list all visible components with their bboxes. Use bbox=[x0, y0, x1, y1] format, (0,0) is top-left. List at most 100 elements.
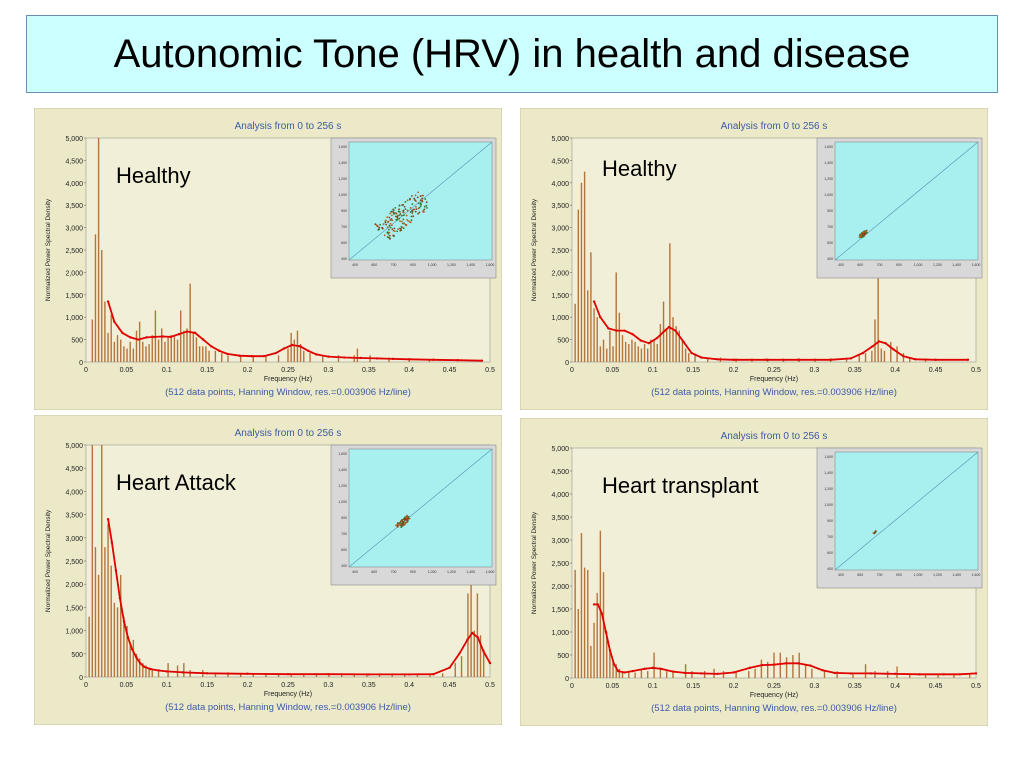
x-tick-label: 0.3 bbox=[324, 682, 334, 689]
curve-point bbox=[902, 354, 905, 358]
spectrum-bar bbox=[104, 301, 106, 362]
curve-point bbox=[892, 348, 895, 351]
poincare-point bbox=[408, 517, 411, 520]
curve-point bbox=[760, 663, 764, 667]
spectrum-bar bbox=[609, 330, 611, 362]
y-tick-label: 2,000 bbox=[65, 270, 83, 277]
curve-point bbox=[226, 352, 229, 356]
inset-y-tick: 1,000 bbox=[824, 503, 833, 507]
x-tick-label: 0.5 bbox=[971, 367, 981, 374]
spectrum-bar bbox=[454, 663, 456, 677]
spectrum-bar bbox=[896, 666, 898, 678]
curve-point bbox=[655, 337, 659, 340]
y-tick-label: 4,500 bbox=[65, 158, 83, 165]
spectrum-bar bbox=[388, 357, 390, 362]
poincare-point bbox=[419, 195, 422, 198]
x-tick-label: 0.05 bbox=[120, 367, 134, 374]
y-tick-label: 5,000 bbox=[551, 136, 569, 143]
condition-label: Heart Attack bbox=[116, 470, 237, 495]
spectrum-bar bbox=[890, 341, 892, 362]
poincare-point bbox=[421, 197, 424, 200]
spectrum-bar bbox=[205, 346, 207, 362]
spectrum-bar bbox=[760, 659, 763, 678]
poincare-point bbox=[385, 223, 388, 226]
spectrum-bar bbox=[252, 355, 254, 362]
curve-point bbox=[238, 354, 241, 357]
curve-point bbox=[716, 672, 719, 676]
inset-y-tick: 600 bbox=[827, 241, 833, 245]
curve-point bbox=[134, 655, 138, 659]
curve-point bbox=[600, 612, 604, 615]
identity-line bbox=[834, 141, 979, 261]
spectrum-bar bbox=[953, 673, 955, 678]
poincare-point bbox=[402, 203, 404, 206]
inset-x-tick: 900 bbox=[410, 570, 416, 574]
curve-point bbox=[732, 358, 735, 361]
inset-x-tick: 400 bbox=[838, 263, 844, 267]
curve-point bbox=[700, 356, 703, 359]
slide-title-box: Autonomic Tone (HRV) in health and disea… bbox=[26, 15, 998, 93]
spectrum-bar bbox=[672, 671, 674, 678]
inset-y-tick: 1,000 bbox=[824, 193, 833, 197]
spectrum-bar bbox=[871, 350, 873, 362]
inset-y-tick: 1,600 bbox=[338, 145, 347, 149]
y-tick-label: 3,500 bbox=[65, 513, 83, 520]
inset-x-tick: 900 bbox=[410, 263, 416, 267]
inset-y-tick: 700 bbox=[341, 225, 347, 229]
y-tick-label: 3,500 bbox=[551, 515, 569, 522]
curve-point bbox=[934, 358, 937, 361]
inset-y-tick: 1,000 bbox=[338, 193, 347, 197]
spectrum-bar bbox=[909, 673, 911, 678]
curve-point bbox=[974, 672, 978, 675]
poincare-point bbox=[404, 518, 407, 520]
inset-y-tick: 900 bbox=[827, 519, 833, 523]
spectrum-bar bbox=[703, 671, 706, 678]
inset-x-tick: 600 bbox=[371, 263, 377, 267]
spectrum-bar bbox=[198, 346, 201, 362]
inset-x-tick: 700 bbox=[877, 263, 883, 267]
poincare-point bbox=[423, 208, 426, 211]
poincare-point bbox=[390, 210, 393, 213]
inset-x-tick: 1,600 bbox=[486, 570, 495, 574]
spectrum-bar bbox=[672, 317, 674, 362]
spectrum-bar bbox=[428, 359, 431, 362]
x-axis-label: Frequency (Hz) bbox=[750, 376, 798, 383]
identity-line bbox=[834, 451, 979, 571]
spectrum-bar bbox=[583, 171, 586, 362]
curve-point bbox=[262, 354, 265, 358]
chart-header: Analysis from 0 to 256 s bbox=[721, 431, 828, 442]
curve-point bbox=[631, 669, 634, 673]
poincare-point bbox=[413, 197, 416, 200]
spectrum-bar bbox=[609, 650, 611, 678]
curve-point bbox=[274, 351, 278, 355]
inset-x-tick: 1,200 bbox=[933, 573, 942, 577]
curve-point bbox=[458, 652, 461, 655]
curve-point bbox=[456, 359, 459, 362]
curve-point bbox=[797, 358, 800, 361]
y-tick-label: 1,000 bbox=[551, 630, 569, 637]
spectrum-bar bbox=[678, 330, 681, 362]
spectrum-bar bbox=[208, 350, 210, 362]
poincare-point bbox=[403, 205, 406, 208]
spectrum-bar bbox=[877, 263, 879, 362]
poincare-point bbox=[400, 229, 402, 232]
poincare-point bbox=[411, 209, 413, 212]
spectrum-bar bbox=[293, 339, 296, 362]
condition-label: Healthy bbox=[116, 163, 191, 188]
spectrum-bar bbox=[628, 671, 630, 678]
spectrum-bar bbox=[874, 671, 876, 678]
spectrum-bar bbox=[574, 569, 576, 678]
spectrum-bar bbox=[101, 445, 103, 677]
spectrum-bar bbox=[129, 341, 131, 362]
poincare-point bbox=[393, 227, 396, 230]
x-axis-label: Frequency (Hz) bbox=[264, 691, 312, 698]
curve-point bbox=[596, 603, 600, 606]
spectrum-bar bbox=[303, 350, 305, 362]
x-tick-label: 0.35 bbox=[362, 682, 376, 689]
spectrum-bar bbox=[656, 344, 658, 362]
curve-point bbox=[153, 335, 156, 339]
y-tick-label: 3,000 bbox=[65, 226, 83, 233]
spectrum-bar bbox=[113, 341, 116, 362]
spectrum-bar bbox=[574, 303, 576, 362]
curve-point bbox=[647, 341, 650, 345]
